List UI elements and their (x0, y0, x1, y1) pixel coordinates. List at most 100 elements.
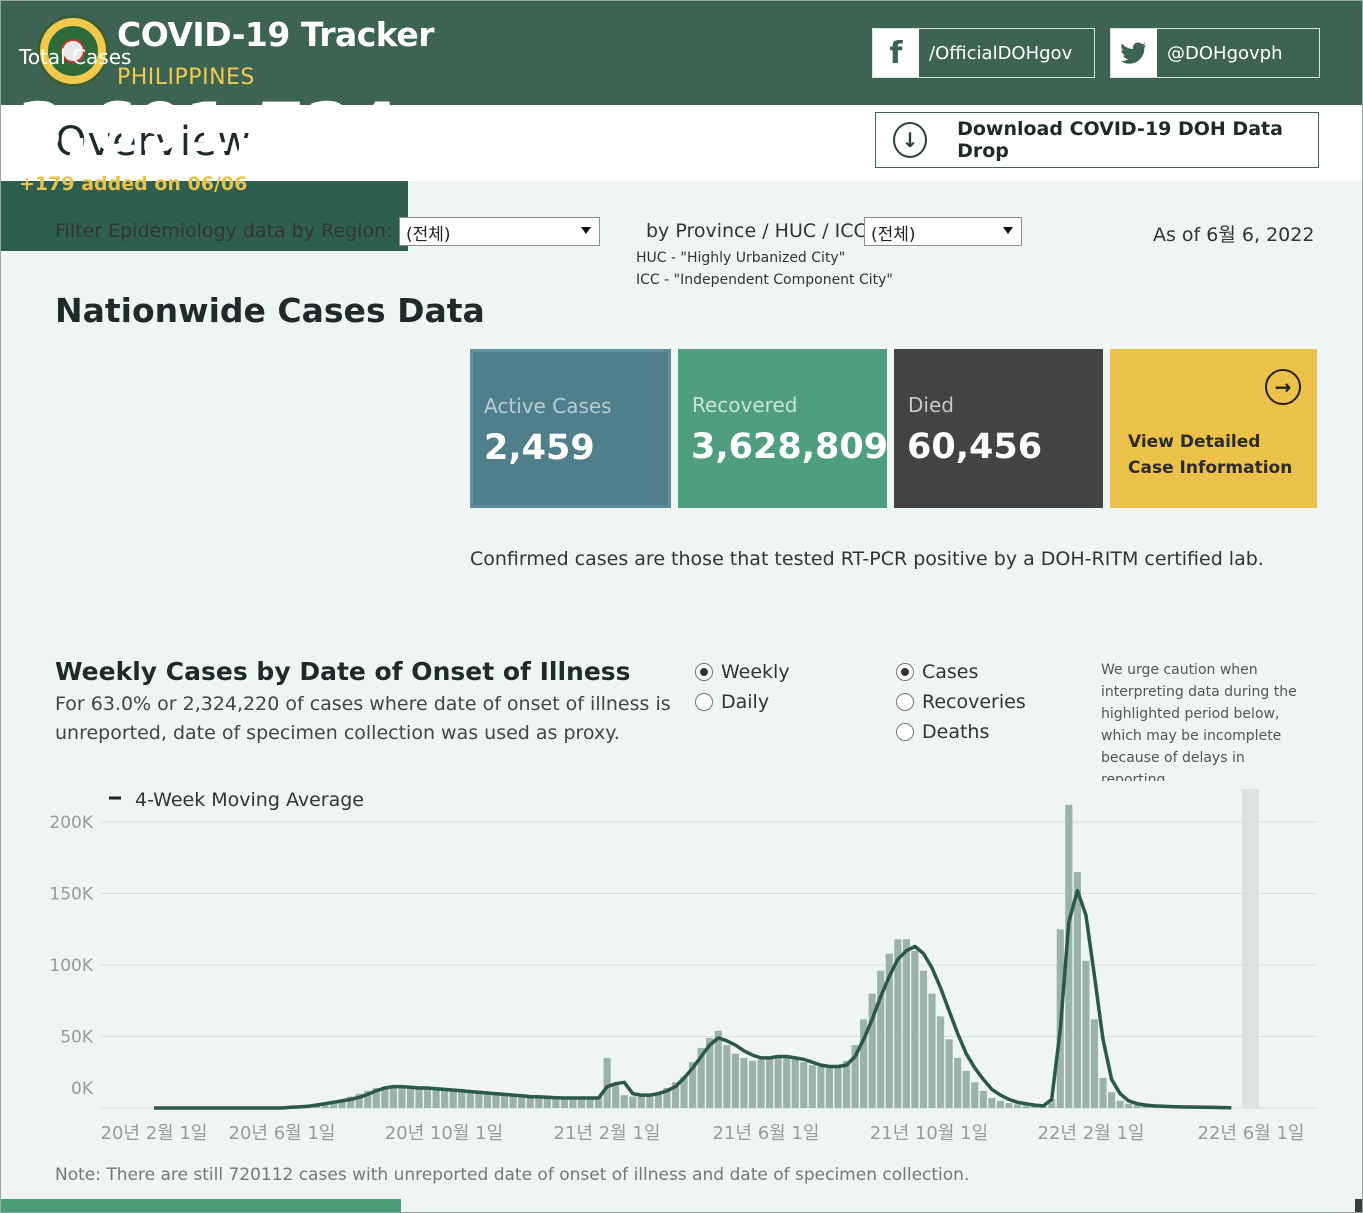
bar (509, 1095, 517, 1108)
bar (671, 1082, 680, 1108)
bar (415, 1087, 423, 1108)
radio-daily-label: Daily (721, 691, 770, 713)
active-cases-label: Active Cases (484, 394, 612, 418)
bar (774, 1056, 782, 1108)
bar (381, 1086, 389, 1108)
bar (1090, 1019, 1099, 1108)
bar (996, 1100, 1004, 1108)
died-label: Died (908, 393, 954, 417)
bar (355, 1093, 363, 1108)
bar (748, 1060, 757, 1108)
y-tick-label: 200K (49, 813, 93, 833)
confirmed-cases-note: Confirmed cases are those that tested RT… (470, 548, 1264, 570)
legend-label: 4-Week Moving Average (135, 789, 364, 811)
radio-weekly-label: Weekly (721, 661, 790, 683)
bar (791, 1059, 799, 1108)
twitter-icon (1111, 29, 1157, 77)
facebook-link[interactable]: f /OfficialDOHgov (872, 28, 1095, 78)
bar (1082, 960, 1090, 1108)
province-select[interactable]: (전체) (864, 217, 1022, 246)
bar (1142, 1105, 1150, 1108)
bar (731, 1053, 739, 1108)
facebook-icon: f (873, 29, 919, 77)
bar (441, 1089, 449, 1108)
radio-dot-icon (896, 693, 914, 711)
radio-deaths[interactable]: Deaths (896, 721, 989, 743)
bar (919, 970, 928, 1108)
as-of-date: As of 6월 6, 2022 (1153, 224, 1315, 246)
facebook-label: /OfficialDOHgov (929, 42, 1073, 64)
bar (646, 1095, 654, 1108)
icc-note: ICC - "Independent Component City" (636, 272, 893, 288)
x-tick-label: 20년 10월 1일 (385, 1123, 503, 1144)
bar (860, 1019, 868, 1108)
recovered-value: 3,628,809 (691, 427, 889, 467)
bar (637, 1096, 645, 1108)
radio-cases-label: Cases (922, 661, 979, 683)
y-tick-label: 150K (49, 885, 93, 905)
weekly-cases-subtitle: For 63.0% or 2,324,220 of cases where da… (55, 693, 671, 744)
x-tick-label: 21년 2월 1일 (554, 1123, 661, 1144)
view-detailed-label: View Detailed Case Information (1128, 429, 1292, 481)
bar (1048, 1099, 1056, 1108)
bar (1133, 1105, 1141, 1108)
bar (475, 1092, 483, 1108)
bar (586, 1097, 594, 1108)
download-data-drop-button[interactable]: ↓ Download COVID-19 DOH Data Drop (875, 112, 1319, 168)
app-title: COVID-19 Tracker (117, 15, 435, 54)
bar (680, 1076, 688, 1108)
bar (543, 1097, 551, 1108)
bar (937, 1016, 945, 1108)
bar (364, 1090, 372, 1108)
doh-seal-logo (37, 15, 109, 87)
bar (1108, 1092, 1116, 1108)
bar (979, 1090, 987, 1108)
download-arrow-icon: ↓ (893, 122, 928, 158)
weekly-cases-title: Weekly Cases by Date of Onset of Illness (55, 657, 631, 686)
bar (372, 1087, 380, 1108)
page-title: Overview (55, 119, 252, 165)
twitter-link[interactable]: @DOHgovph (1110, 28, 1320, 78)
province-filter-label: by Province / HUC / ICC: (646, 220, 874, 242)
active-cases-card: Active Cases 2,459 (470, 349, 671, 508)
bar (612, 1083, 620, 1108)
highlight-band (1242, 789, 1259, 1108)
bar (1099, 1077, 1107, 1108)
recovered-label: Recovered (692, 393, 798, 417)
bar (1022, 1105, 1030, 1108)
bar (526, 1096, 534, 1108)
total-cases-bar-end (1355, 1199, 1362, 1212)
bar (817, 1066, 825, 1108)
y-tick-label: 50K (60, 1028, 94, 1048)
bar (800, 1062, 808, 1108)
bar (398, 1086, 406, 1108)
bar (603, 1057, 611, 1108)
bar (560, 1097, 568, 1108)
bar (389, 1086, 397, 1108)
bar (928, 993, 936, 1108)
bar (1116, 1100, 1124, 1108)
bar (518, 1096, 526, 1108)
region-select[interactable]: (전체) (399, 217, 600, 246)
died-value: 60,456 (907, 427, 1043, 467)
bar (697, 1047, 705, 1108)
radio-dot-icon (896, 663, 914, 681)
view-detailed-case-button[interactable]: → View Detailed Case Information (1110, 349, 1317, 508)
radio-daily[interactable]: Daily (695, 691, 769, 713)
bar (689, 1062, 697, 1108)
y-tick-label: 100K (49, 956, 93, 976)
radio-cases[interactable]: Cases (896, 661, 978, 683)
region-select-value: (전체) (406, 225, 451, 245)
radio-weekly[interactable]: Weekly (695, 661, 790, 683)
bar (885, 953, 893, 1108)
view-detailed-line2: Case Information (1128, 458, 1293, 478)
x-tick-label: 20년 6월 1일 (229, 1123, 336, 1144)
radio-recoveries[interactable]: Recoveries (896, 691, 1026, 713)
bar (329, 1100, 338, 1108)
y-tick-label: 0K (71, 1079, 94, 1099)
bar (706, 1037, 714, 1108)
bar (577, 1097, 586, 1108)
x-tick-label: 21년 6월 1일 (713, 1123, 820, 1144)
bar (894, 939, 902, 1108)
bar (902, 939, 910, 1108)
